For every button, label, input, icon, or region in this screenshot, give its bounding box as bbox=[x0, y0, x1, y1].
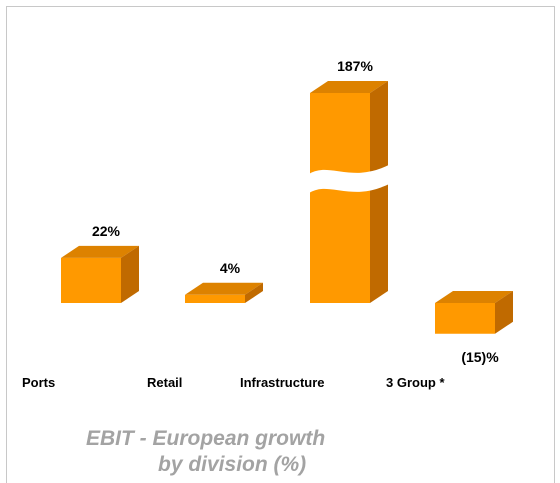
bar-side bbox=[121, 245, 139, 303]
chart-frame bbox=[6, 6, 555, 483]
bar-side bbox=[495, 291, 513, 334]
bar-side bbox=[245, 282, 263, 303]
value-label: 187% bbox=[337, 58, 373, 74]
bar-infrastructure bbox=[307, 81, 391, 303]
bar-top bbox=[61, 245, 139, 258]
bar-front bbox=[185, 294, 245, 303]
bar-front bbox=[435, 303, 495, 334]
value-label: 4% bbox=[220, 260, 241, 276]
bar-front bbox=[61, 257, 121, 303]
bar-top bbox=[185, 282, 263, 295]
value-label: 22% bbox=[92, 223, 121, 239]
value-label: (15)% bbox=[461, 349, 499, 365]
bar-top bbox=[435, 291, 513, 303]
bar-ports bbox=[61, 245, 139, 303]
category-label: Ports bbox=[22, 375, 55, 390]
bar-retail bbox=[185, 282, 263, 303]
category-label: 3 Group * bbox=[386, 375, 445, 390]
caption-line-1: EBIT - European growth bbox=[86, 427, 326, 450]
category-label: Retail bbox=[147, 375, 182, 390]
bar-side bbox=[370, 81, 388, 303]
bar-front bbox=[310, 93, 370, 303]
bar-top bbox=[310, 81, 388, 93]
category-label: Infrastructure bbox=[240, 375, 325, 390]
caption-line-2: by division (%) bbox=[158, 453, 307, 476]
axis-break-icon bbox=[307, 164, 391, 194]
chart-caption: EBIT - European growth by division (%) bbox=[86, 426, 386, 478]
bar-3-group bbox=[435, 291, 513, 334]
